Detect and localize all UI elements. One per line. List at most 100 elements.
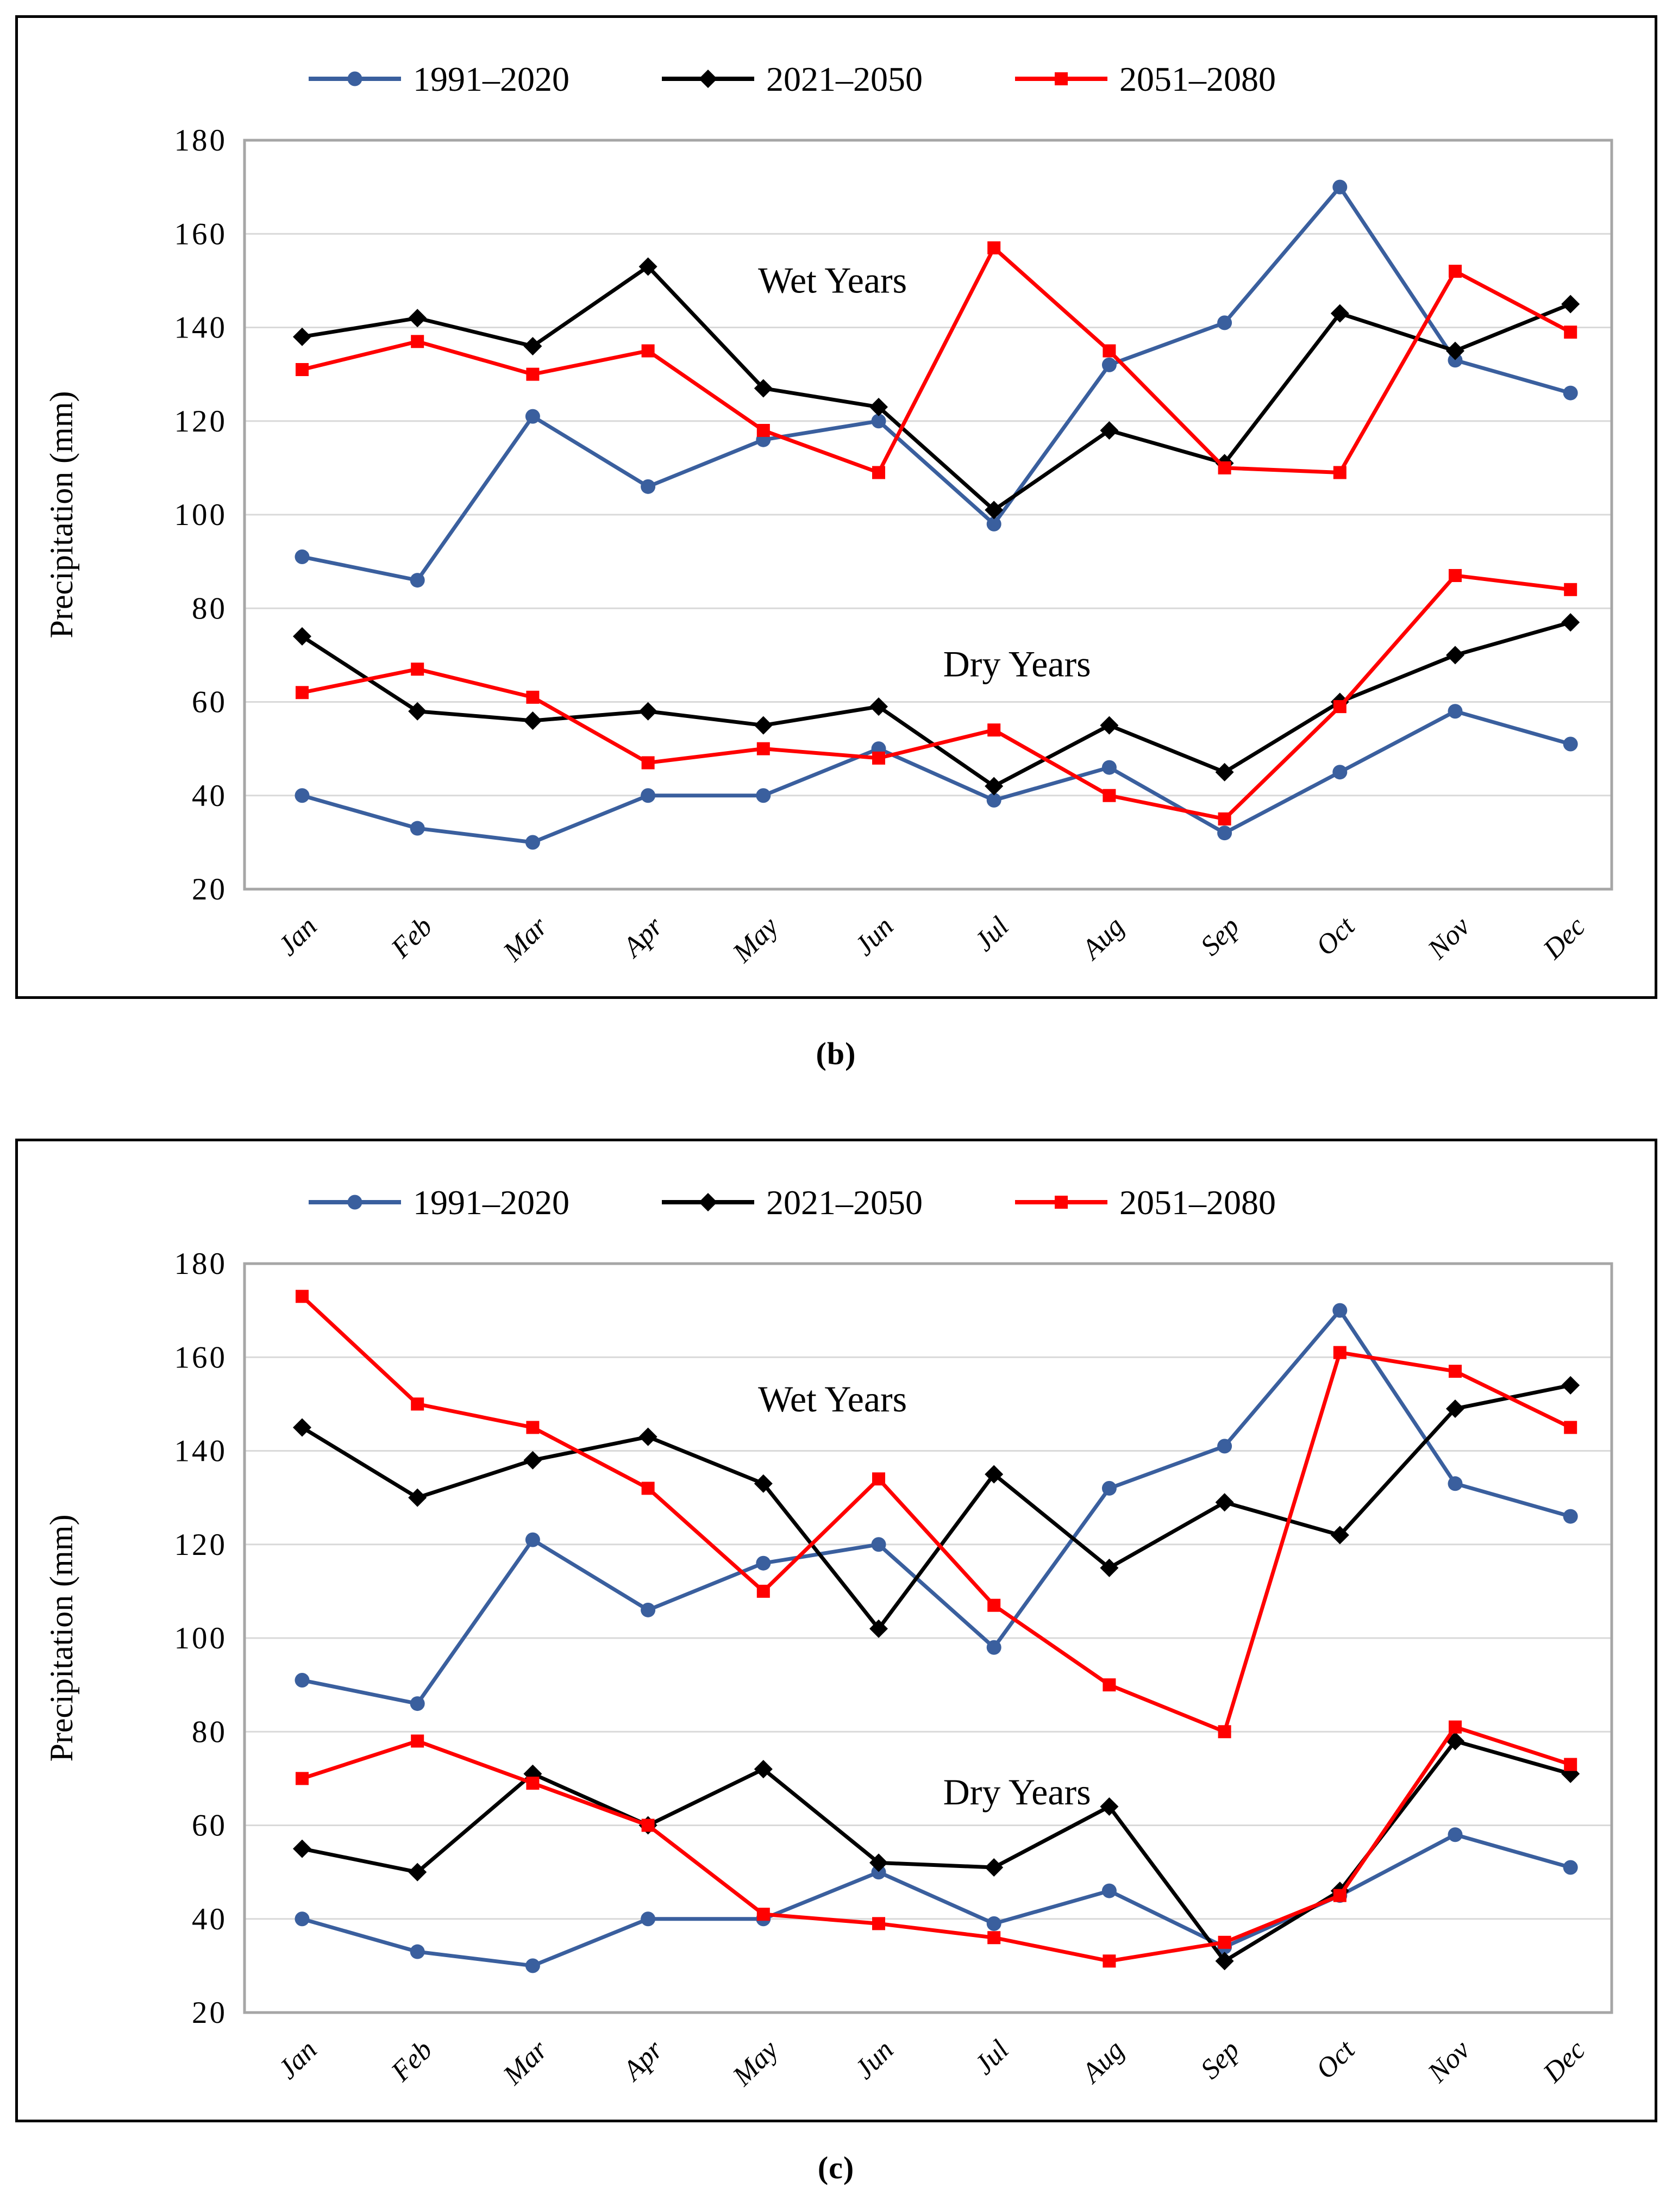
x-tick-label-jul: Jul: [968, 911, 1015, 957]
series-marker-dry-2051-2080: [1103, 1954, 1116, 1968]
series-marker-dry-2021-2050: [1100, 1797, 1119, 1816]
legend-marker-square: [1055, 72, 1068, 85]
y-tick-label: 160: [174, 1340, 228, 1374]
series-marker-dry-1991-2020: [1217, 826, 1232, 841]
chart-b-panel: 20 40 60 80 100 120 140 160 180 Precipitation (mm…: [15, 15, 1657, 999]
series-marker-dry-2021-2050: [408, 1863, 427, 1882]
x-tick-label-oct: Oct: [1310, 910, 1361, 961]
series-marker-dry-2021-2050: [1215, 1952, 1234, 1971]
series-marker-wet-1991-2020: [641, 1602, 656, 1617]
series-marker-wet-2021-2050: [1330, 304, 1349, 323]
series-marker-wet-1991-2020: [1332, 1303, 1348, 1318]
series-marker-wet-2051-2080: [296, 1290, 309, 1303]
legend-label: 1991–2020: [413, 1183, 569, 1222]
series-marker-wet-2051-2080: [872, 466, 885, 479]
series-marker-wet-2021-2050: [754, 379, 773, 398]
series-marker-wet-2021-2050: [293, 1418, 311, 1437]
series-marker-wet-1991-2020: [410, 1696, 425, 1711]
y-tick-label: 100: [174, 498, 228, 532]
series-marker-dry-2051-2080: [296, 1772, 309, 1785]
series-marker-wet-2051-2080: [1103, 344, 1116, 358]
x-tick-label-jan: Jan: [272, 2034, 323, 2085]
series-marker-dry-2051-2080: [1449, 568, 1462, 582]
legend-item-2: 2021–2050: [662, 60, 923, 98]
series-marker-wet-2051-2080: [1103, 1678, 1116, 1692]
series-marker-dry-1991-2020: [641, 1911, 656, 1927]
series-marker-wet-2051-2080: [872, 1472, 885, 1486]
series-wet-2021-2050: [293, 1376, 1580, 1638]
series-marker-wet-2021-2050: [1330, 1526, 1349, 1545]
y-tick-label: 20: [192, 1996, 227, 2030]
series-marker-dry-2051-2080: [1218, 1935, 1231, 1949]
series-marker-wet-1991-2020: [986, 1640, 1001, 1655]
series-marker-wet-1991-2020: [986, 516, 1001, 532]
series-marker-dry-1991-2020: [410, 1944, 425, 1959]
series-line-dry-2051-2080: [301, 1725, 1571, 1963]
y-tick-label: 80: [192, 1715, 227, 1749]
series-marker-dry-2051-2080: [1449, 1720, 1462, 1734]
legend-item-2: 2021–2050: [662, 1183, 923, 1222]
series-wet-2051-2080: [296, 1290, 1577, 1739]
x-tick-label-feb: Feb: [385, 911, 439, 964]
y-tick-label: 60: [192, 685, 227, 720]
series-marker-dry-1991-2020: [1101, 1883, 1117, 1898]
series-marker-dry-2051-2080: [1333, 700, 1347, 714]
series-marker-wet-1991-2020: [641, 479, 656, 494]
y-tick-label: 160: [174, 217, 228, 251]
series-marker-wet-2021-2050: [523, 336, 542, 355]
series-marker-dry-2051-2080: [296, 686, 309, 699]
series-marker-wet-1991-2020: [1448, 1476, 1463, 1491]
series-marker-wet-2021-2050: [408, 309, 427, 328]
series-marker-wet-2051-2080: [411, 335, 424, 348]
y-tick-label: 180: [174, 1247, 228, 1281]
series-marker-dry-1991-2020: [1563, 736, 1578, 752]
gridlines: [245, 139, 1612, 890]
series-marker-wet-2051-2080: [641, 1482, 655, 1495]
series-marker-dry-2021-2050: [985, 777, 1004, 796]
series-marker-wet-2021-2050: [1100, 421, 1119, 440]
legend-label: 1991–2020: [413, 60, 569, 98]
chart-b-svg: 20 40 60 80 100 120 140 160 180 Precipitation (mm…: [43, 60, 1613, 969]
plot-border: [243, 1262, 1613, 2014]
x-tick-label-jan: Jan: [272, 911, 323, 961]
series-line-dry-1991-2020: [302, 709, 1571, 845]
series-marker-dry-2021-2050: [523, 711, 542, 730]
series-marker-wet-2021-2050: [1561, 295, 1580, 314]
series-marker-dry-2051-2080: [756, 742, 770, 755]
series-wet-2051-2080: [296, 241, 1577, 479]
series-marker-wet-2021-2050: [754, 1474, 773, 1493]
series-marker-dry-2051-2080: [526, 1776, 540, 1790]
y-tick-label: 40: [192, 779, 227, 813]
series-marker-wet-2021-2050: [1215, 1493, 1234, 1512]
series-marker-wet-1991-2020: [1101, 357, 1117, 372]
series-marker-dry-2021-2050: [754, 1760, 773, 1779]
gridlines: [245, 1263, 1612, 2014]
series-line-wet-1991-2020: [302, 185, 1571, 583]
series-marker-wet-2021-2050: [869, 397, 888, 416]
series-marker-wet-2051-2080: [1564, 326, 1577, 339]
series-marker-wet-2021-2050: [869, 1619, 888, 1638]
series-marker-dry-2021-2050: [293, 627, 311, 646]
series-marker-wet-2051-2080: [296, 363, 309, 377]
x-tick-label-aug: Aug: [1075, 911, 1130, 966]
series-marker-dry-2051-2080: [1564, 1758, 1577, 1771]
series-marker-dry-1991-2020: [1448, 1827, 1463, 1842]
series-marker-dry-2021-2050: [1100, 716, 1119, 735]
series-dry-1991-2020: [295, 1827, 1578, 1973]
series-wet-1991-2020: [295, 179, 1578, 588]
series-marker-dry-1991-2020: [986, 1916, 1001, 1931]
series-marker-dry-1991-2020: [1101, 760, 1117, 775]
series-marker-dry-1991-2020: [410, 821, 425, 836]
series-marker-dry-1991-2020: [756, 788, 771, 803]
x-tick-label-feb: Feb: [385, 2034, 439, 2088]
series-marker-dry-2021-2050: [869, 697, 888, 716]
y-axis-title: Precipitation (mm): [43, 1515, 79, 1762]
legend-label: 2051–2080: [1119, 1183, 1276, 1222]
series-marker-wet-2051-2080: [756, 423, 770, 437]
x-tick-label-apr: Apr: [616, 2034, 669, 2088]
series-marker-dry-2051-2080: [641, 756, 655, 770]
x-tick-label-jul: Jul: [968, 2034, 1015, 2080]
series-line-wet-1991-2020: [302, 1308, 1571, 1706]
series-marker-dry-2051-2080: [872, 751, 885, 765]
series-marker-dry-2051-2080: [641, 1819, 655, 1832]
